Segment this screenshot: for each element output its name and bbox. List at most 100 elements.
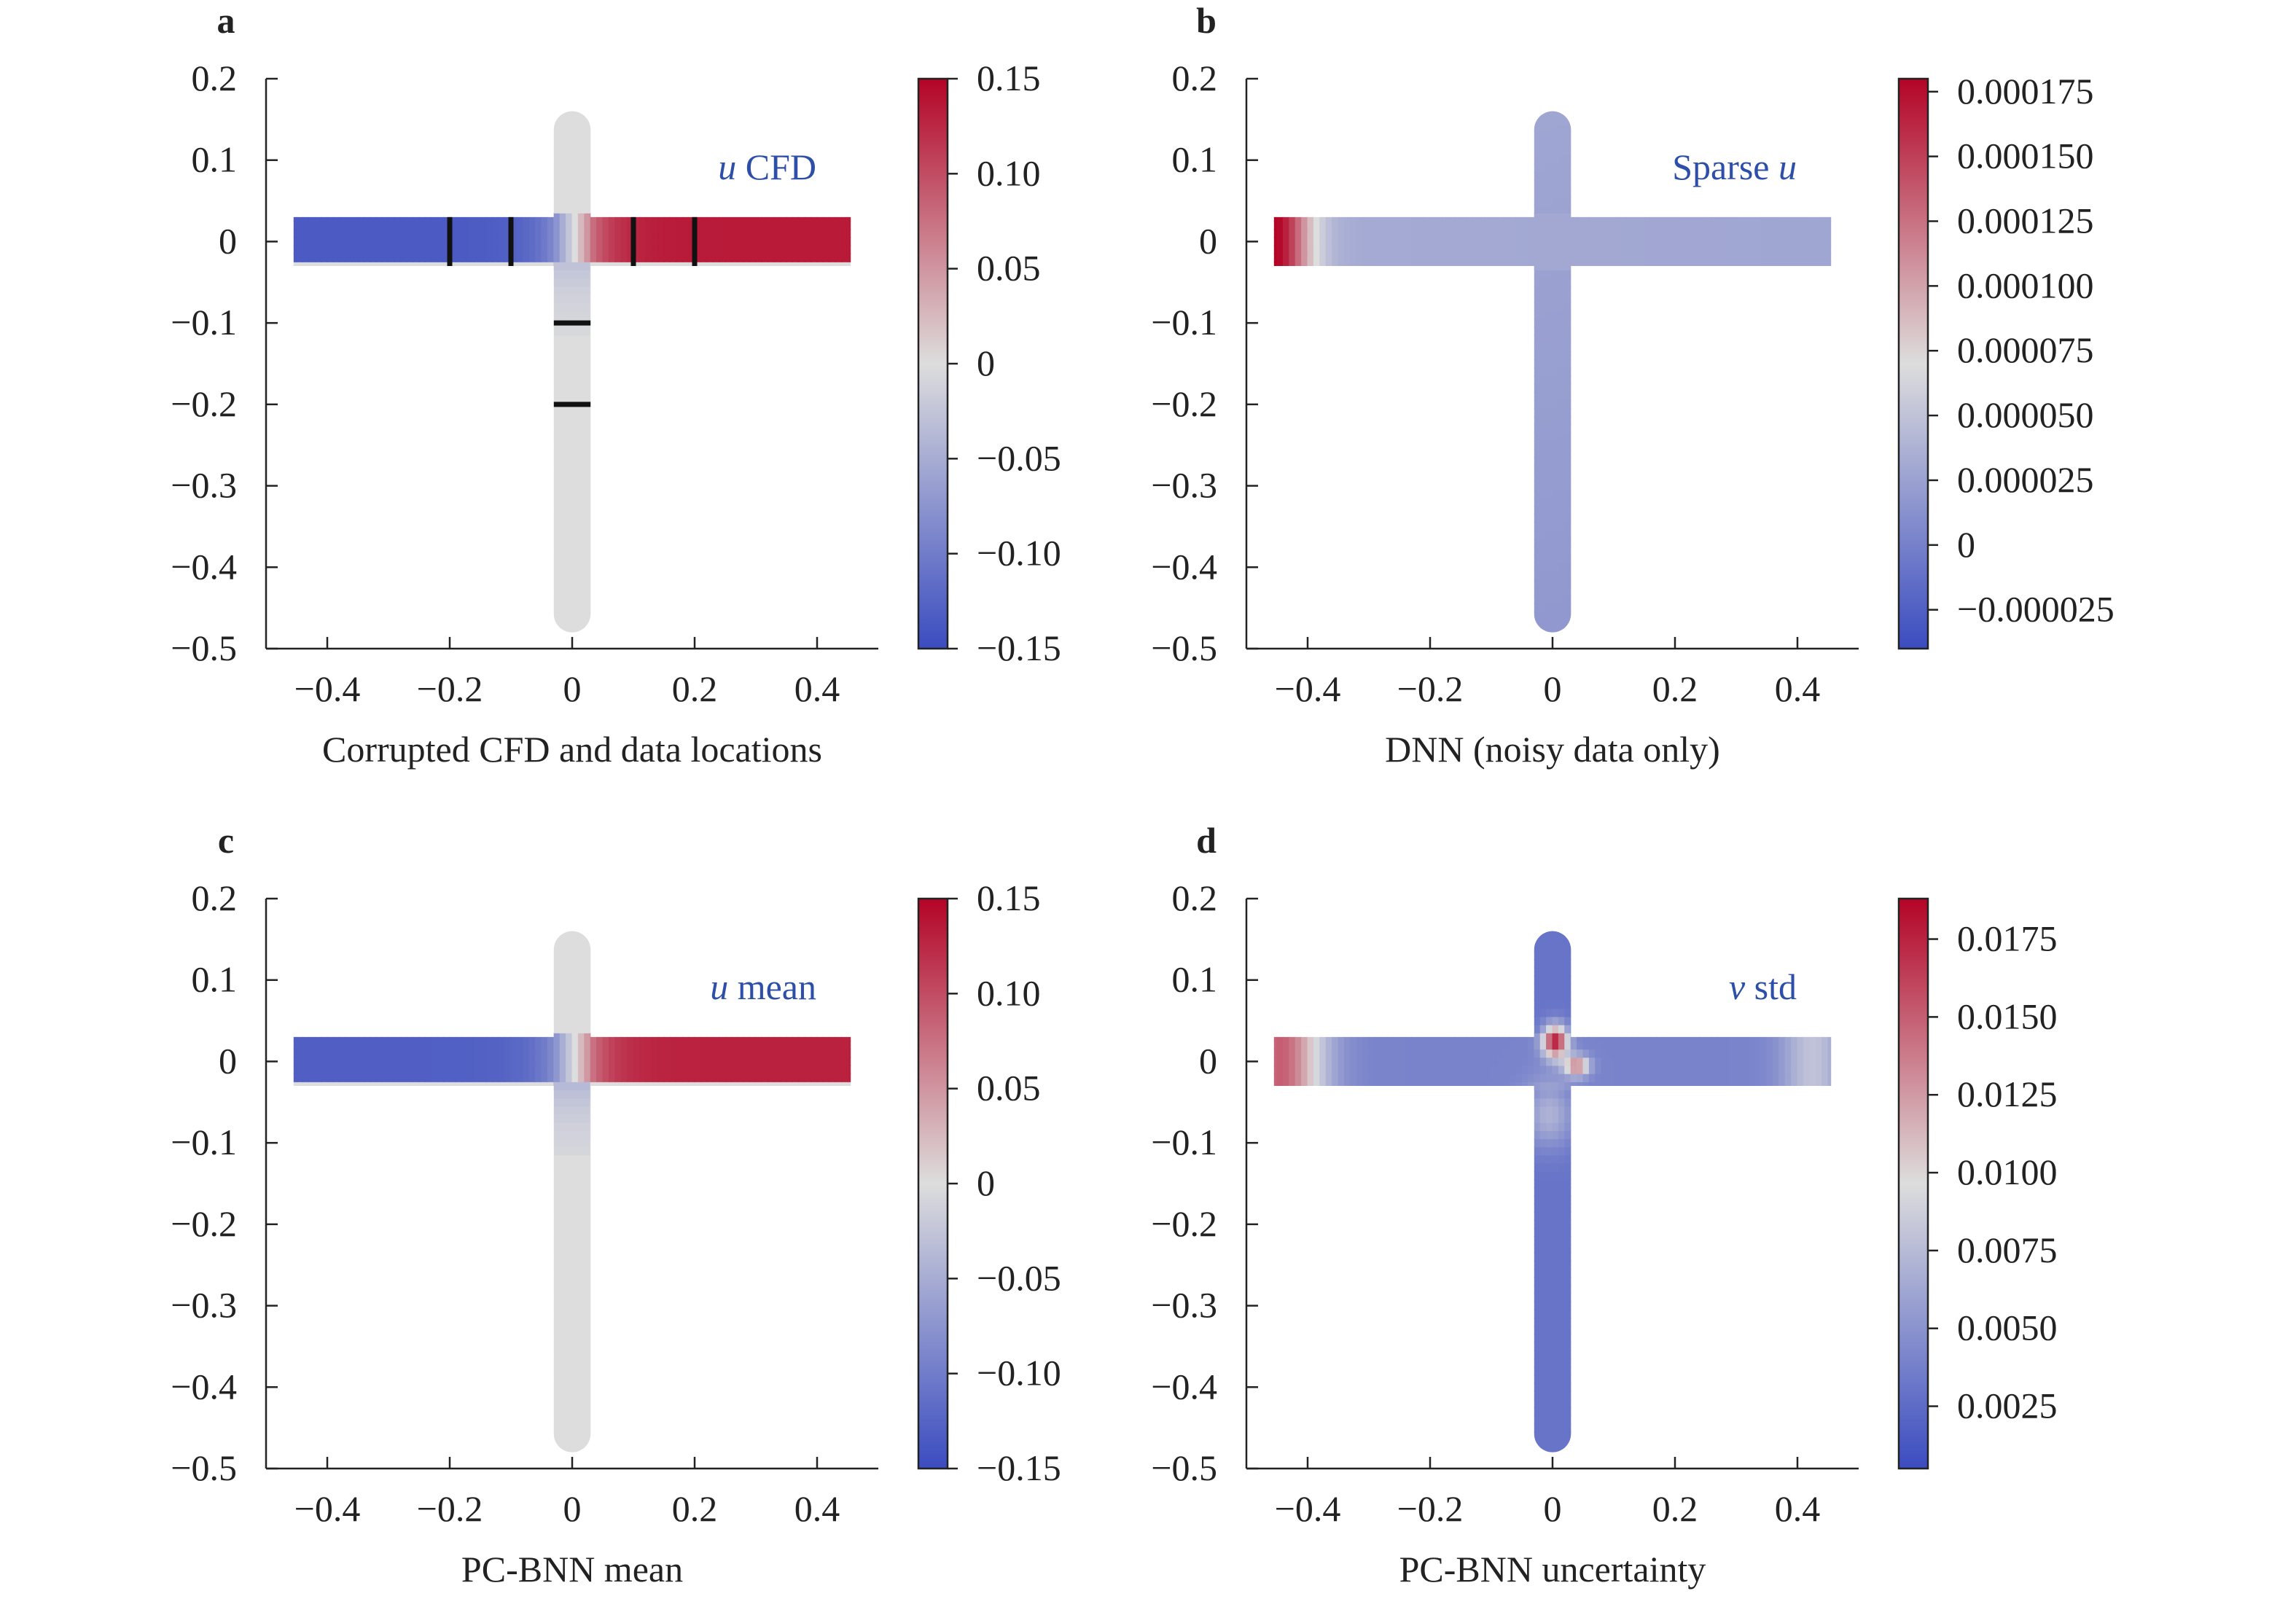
heatmap-cell: [1442, 1073, 1449, 1082]
heatmap-cell: [388, 253, 395, 262]
heatmap-cell: [706, 1073, 714, 1082]
heatmap-cell: [590, 1114, 598, 1123]
heatmap-cell: [413, 1049, 420, 1058]
heatmap-cell: [584, 1024, 591, 1033]
heatmap-cell: [571, 432, 579, 442]
heatmap-cell: [1619, 1081, 1627, 1091]
heatmap-cell: [302, 1049, 310, 1058]
heatmap-cell: [547, 1057, 555, 1066]
heatmap-cell: [1368, 1073, 1375, 1082]
heatmap-cell: [1405, 261, 1413, 271]
heatmap-cell: [1564, 1024, 1571, 1033]
heatmap-cell: [566, 139, 573, 149]
heatmap-cell: [1295, 221, 1303, 230]
heatmap-cell: [1301, 1065, 1308, 1074]
heatmap-cell: [449, 229, 456, 238]
heatmap-cell: [1460, 1049, 1467, 1058]
heatmap-cell: [1539, 1049, 1547, 1058]
heatmap-cell: [1564, 383, 1571, 393]
colorbar-tick-label: 0.0075: [1957, 1229, 2058, 1270]
heatmap-cell: [590, 131, 598, 141]
heatmap-cell: [694, 1041, 701, 1050]
heatmap-cell: [571, 1407, 579, 1416]
heatmap-cell: [1282, 253, 1290, 262]
heatmap-cell: [700, 1049, 708, 1058]
heatmap-cell: [1570, 1065, 1578, 1074]
heatmap-cell: [553, 1252, 561, 1262]
heatmap-cell: [1644, 229, 1651, 238]
heatmap-cell: [1534, 1334, 1541, 1343]
heatmap-cell: [798, 1073, 805, 1082]
heatmap-cell: [461, 1041, 469, 1050]
heatmap-cell: [1741, 1065, 1749, 1074]
heatmap-cell: [1754, 1081, 1762, 1091]
heatmap-cell: [590, 122, 598, 133]
heatmap-cell: [1564, 1399, 1571, 1408]
heatmap-cell: [645, 1065, 652, 1074]
heatmap-cell: [682, 253, 690, 262]
heatmap-cell: [559, 538, 567, 547]
heatmap-cell: [577, 1057, 585, 1066]
heatmap-cell: [590, 1399, 598, 1408]
heatmap-cell: [590, 221, 598, 230]
heatmap-cell: [1546, 180, 1553, 189]
heatmap-cell: [798, 237, 805, 246]
heatmap-cell: [1534, 261, 1541, 271]
heatmap-cell: [1784, 1073, 1792, 1082]
heatmap-cell: [786, 253, 793, 262]
heatmap-cell: [737, 1073, 744, 1082]
heatmap-cell: [743, 261, 751, 271]
heatmap-cell: [566, 579, 573, 588]
heatmap-cell: [1552, 1065, 1559, 1074]
heatmap-cell: [345, 212, 353, 222]
heatmap-cell: [584, 335, 591, 344]
heatmap-cell: [327, 261, 334, 271]
heatmap-cell: [571, 286, 579, 295]
heatmap-cell: [455, 1065, 463, 1074]
heatmap-cell: [1558, 1211, 1566, 1221]
heatmap-cell: [1570, 327, 1578, 336]
heatmap-cell: [1619, 1065, 1627, 1074]
heatmap-cell: [700, 212, 708, 222]
heatmap-cell: [1546, 481, 1553, 490]
heatmap-cell: [1448, 221, 1456, 230]
heatmap-cell: [523, 237, 530, 246]
x-tick-label: 0: [1544, 1488, 1562, 1529]
heatmap-cell: [1552, 1016, 1559, 1025]
heatmap-cell: [1515, 212, 1523, 222]
heatmap-cell: [645, 221, 652, 230]
heatmap-cell: [829, 1032, 836, 1041]
heatmap-cell: [590, 1154, 598, 1164]
heatmap-cell: [553, 1090, 561, 1099]
heatmap-cell: [1680, 1081, 1688, 1091]
heatmap-cell: [1570, 114, 1578, 124]
heatmap-cell: [1289, 245, 1296, 254]
heatmap-cell: [1558, 1407, 1566, 1416]
heatmap-cell: [559, 1276, 567, 1286]
heatmap-cell: [749, 1073, 757, 1082]
heatmap-cell: [553, 1423, 561, 1433]
heatmap-cell: [1325, 237, 1333, 246]
heatmap-cell: [571, 163, 579, 173]
heatmap-cell: [559, 1415, 567, 1425]
heatmap-cell: [528, 1041, 536, 1050]
heatmap-cell: [743, 229, 751, 238]
heatmap-cell: [492, 245, 499, 254]
heatmap-cell: [547, 1081, 555, 1091]
heatmap-cell: [559, 196, 567, 206]
heatmap-cell: [302, 261, 310, 271]
heatmap-cell: [1570, 407, 1578, 418]
heatmap-cell: [566, 1350, 573, 1359]
heatmap-cell: [492, 1049, 499, 1058]
heatmap-cell: [688, 1065, 695, 1074]
heatmap-cell: [559, 1049, 567, 1058]
colorbar: [917, 77, 949, 650]
heatmap-cell: [553, 1187, 561, 1197]
heatmap-cell: [1350, 229, 1357, 238]
heatmap-cell: [1448, 1065, 1456, 1074]
heatmap-cell: [1552, 1170, 1559, 1180]
heatmap-cell: [620, 261, 628, 271]
heatmap-cell: [1564, 530, 1571, 539]
heatmap-cell: [1711, 229, 1719, 238]
heatmap-cell: [1570, 1057, 1578, 1066]
